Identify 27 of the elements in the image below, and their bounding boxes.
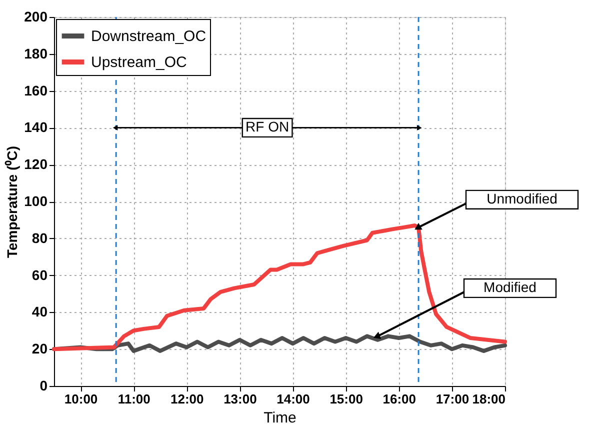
legend-label: Downstream_OC — [91, 28, 206, 45]
y-tick-label: 60 — [32, 266, 48, 283]
x-tick-label: 13:00 — [224, 392, 257, 406]
x-axis-title: Time — [264, 410, 296, 426]
x-tick-label: 14:00 — [276, 392, 310, 406]
y-tick-label: 140 — [24, 119, 48, 136]
y-tick-label: 80 — [32, 230, 48, 246]
x-tick-label: 10:00 — [64, 392, 98, 406]
y-tick-label: 40 — [32, 304, 48, 320]
y-tick-label: 0 — [40, 378, 48, 394]
y-tick-label: 180 — [24, 45, 48, 62]
y-axis-title: Temperature (⁰C) — [4, 146, 20, 258]
y-tick-label: 200 — [24, 8, 48, 24]
legend-label: Upstream_OC — [91, 54, 188, 71]
x-tick-label: 18:00 — [472, 392, 506, 406]
y-tick-label: 120 — [24, 156, 48, 172]
annotation: RF ON — [246, 118, 290, 135]
x-tick-label: 16:00 — [382, 392, 416, 406]
x-tick-label: 15:00 — [330, 392, 363, 406]
x-tick-label: 11:00 — [118, 392, 150, 406]
y-tick-label: 100 — [24, 193, 48, 209]
x-tick-label: 12:00 — [170, 392, 204, 406]
annotation: Unmodified — [486, 190, 558, 207]
x-tick-label: 17:00 — [436, 392, 470, 406]
y-tick-label: 20 — [32, 340, 48, 357]
y-tick-label: 160 — [24, 82, 48, 98]
annotation: Modified — [484, 279, 536, 296]
